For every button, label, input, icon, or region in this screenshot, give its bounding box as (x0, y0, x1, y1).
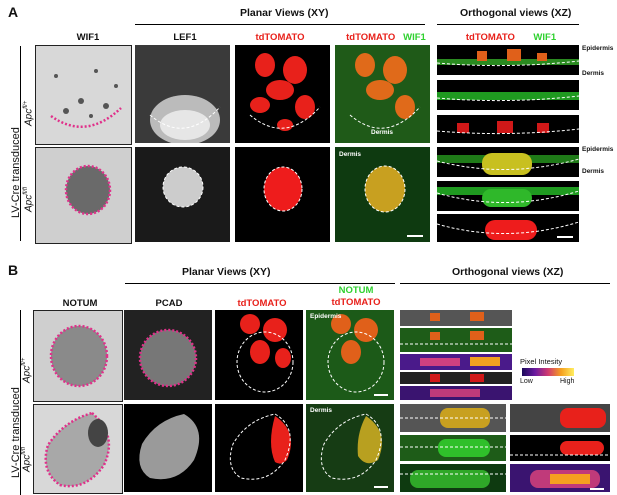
a2-orth-merge (437, 147, 579, 177)
b2-orth-merge-2 (510, 404, 610, 432)
b1-merge-image: Epidermis (306, 310, 394, 400)
a-dermis-2: Dermis (582, 168, 605, 175)
b2-scale-bar (374, 486, 388, 488)
b2-dermis-label: Dermis (310, 407, 333, 414)
panel-letter-a: A (8, 4, 19, 20)
b1-orth-heat1 (400, 354, 512, 370)
col-orth-tdtomato: tdTOMATO (465, 32, 515, 43)
panel-a-side-rule (20, 46, 21, 241)
b2-tdtomato-image (215, 404, 303, 492)
a2-wif1-image (35, 147, 132, 244)
col-wif1: WIF1 (76, 32, 100, 43)
col-lef1: LEF1 (173, 32, 197, 43)
a1-orth-wif1 (437, 80, 579, 110)
b1-orth-merge (400, 310, 512, 326)
panel-a-planar-title: Planar Views (XY) (240, 7, 329, 19)
b2-orth-tdtomato (510, 435, 610, 461)
col-merge: tdTOMATO WIF1 (338, 32, 434, 43)
panel-letter-b: B (8, 262, 19, 278)
row-label-a1: Apcfl/+ (23, 100, 35, 126)
a1-lef1-image (135, 45, 230, 143)
legend-title: Pixel Intesity (520, 357, 563, 366)
a1-dermis-label: Dermis (371, 129, 394, 136)
b2-orth-merge-1 (400, 404, 506, 432)
legend-colorbar (522, 368, 574, 376)
a2-orth-wif1 (437, 181, 579, 211)
b2-orth-green (400, 464, 506, 492)
col-merge-tdtomato: tdTOMATO (346, 32, 396, 43)
panel-b-side-rule (20, 310, 21, 495)
b2-notum-image (33, 404, 123, 494)
b1-orth-notum (400, 328, 512, 352)
b1-pcad-image (124, 310, 212, 400)
b2-merge-image: Dermis (306, 404, 394, 492)
panel-b-planar-title: Planar Views (XY) (182, 266, 271, 278)
col-tdtomato: tdTOMATO (255, 32, 305, 43)
a1-orth-tdtomato (437, 115, 579, 143)
col-pcad: PCAD (155, 298, 183, 309)
a1-merge-image: Dermis (335, 45, 430, 143)
row-label-a2: Apcfl/fl (23, 187, 35, 212)
a2-merge-image: Dermis (335, 147, 430, 242)
panel-b-orth-title: Orthogonal views (XZ) (452, 266, 564, 278)
b2-pcad-image (124, 404, 212, 492)
panel-a-orth-rule (437, 24, 579, 25)
col-merge-wif1: WIF1 (403, 32, 426, 43)
legend-high: High (560, 378, 575, 385)
a-epidermis-2: Epidermis (582, 146, 614, 153)
col-orth: tdTOMATO WIF1 (446, 32, 576, 43)
a2-scale-bar (407, 235, 423, 237)
b1-orth-tdtomato (400, 372, 512, 384)
legend-low: Low (520, 378, 533, 385)
panel-a-planar-rule (135, 24, 425, 25)
panel-b-orth-rule (400, 283, 610, 284)
a2-tdtomato-image (235, 147, 330, 242)
b1-epidermis-label: Epidermis (310, 313, 342, 320)
row-label-b1: Apcfl/+ (21, 357, 33, 383)
b2-orth-scale-bar (590, 488, 604, 490)
b1-orth-heat2 (400, 386, 512, 400)
b2-orth-heat (510, 464, 610, 492)
b1-tdtomato-image (215, 310, 303, 400)
col-b-merge-tdtomato: tdTOMATO (331, 297, 381, 308)
panel-a-orth-title: Orthogonal views (XZ) (460, 7, 572, 19)
a2-orth-tdtomato (437, 214, 579, 242)
col-b-tdtomato: tdTOMATO (237, 298, 287, 309)
a2-dermis-label: Dermis (339, 151, 362, 158)
a1-wif1-image (35, 45, 132, 145)
col-orth-wif1: WIF1 (533, 32, 557, 43)
b1-scale-bar (374, 394, 388, 396)
a1-orth-merge (437, 45, 579, 75)
panel-b-planar-rule (125, 283, 395, 284)
a2-lef1-image (135, 147, 230, 242)
a2-orth-scale-bar (557, 236, 573, 238)
row-label-b2: Apcfl/fl (21, 447, 33, 472)
a1-tdtomato-image (235, 45, 330, 143)
col-b-merge-notum: NOTUM (338, 285, 374, 296)
b1-notum-image (33, 310, 123, 402)
b2-orth-notum (400, 435, 506, 461)
col-notum: NOTUM (62, 298, 98, 309)
a-dermis-1: Dermis (582, 70, 605, 77)
a-epidermis-1: Epidermis (582, 45, 614, 52)
